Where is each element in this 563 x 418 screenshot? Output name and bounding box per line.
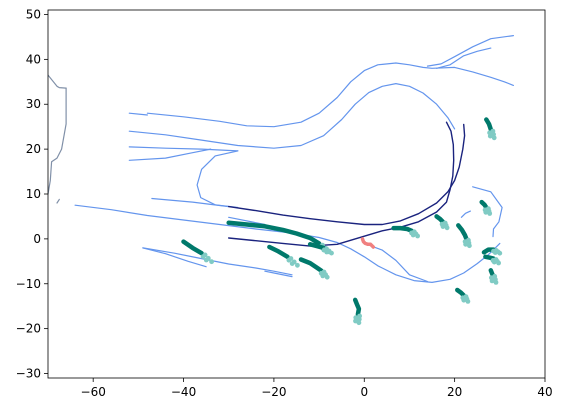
plot-area [48, 35, 514, 326]
agent-track-3-prediction-point [289, 261, 295, 266]
boundary-track-3 [56, 198, 60, 204]
route-track-2 [228, 121, 455, 247]
agent-track-15-prediction-point [465, 299, 471, 304]
lane-track-7 [426, 35, 514, 67]
agent-track-8-prediction-point [440, 224, 446, 230]
agent-track-11-prediction-point [491, 135, 497, 141]
y-tick-label: 50 [26, 7, 41, 21]
agent-track-4 [298, 257, 324, 273]
agent-track-5-prediction-point [324, 249, 330, 255]
y-tick-label: 20 [26, 142, 41, 156]
agent-track-15-prediction-point [461, 297, 467, 303]
lane-track-14 [363, 242, 429, 283]
agent-track-2-prediction-point [203, 257, 209, 263]
agent-track-11 [484, 117, 494, 132]
agent-track-10-prediction-point [483, 209, 489, 215]
x-tick-label: −40 [171, 385, 196, 399]
boundary-track-2 [48, 87, 67, 195]
agent-track-2-prediction-point [209, 259, 215, 265]
agent-track-4-prediction-point [320, 273, 326, 279]
agent-track-2 [181, 239, 204, 256]
agent-track-6 [352, 297, 362, 317]
agent-track-14-prediction-point [493, 280, 499, 285]
lane-track-5 [128, 148, 212, 161]
agent-track-14-prediction-point [489, 278, 495, 284]
lane-track-1 [146, 62, 514, 128]
y-tick-label: −10 [16, 277, 41, 291]
x-tick-label: −20 [261, 385, 286, 399]
agent-track-12-prediction-point [497, 250, 503, 256]
lane-track-10 [142, 247, 293, 276]
agent-track-14 [488, 268, 495, 278]
x-axis: −60 −40 −20 0 20 40 [81, 378, 553, 399]
agent-track-9-prediction-point [467, 243, 472, 249]
agent-track-10-prediction-point [487, 211, 493, 216]
boundary-track-1 [48, 74, 67, 89]
agent-track-6-prediction-point [356, 320, 362, 326]
y-tick-label: −30 [16, 367, 41, 381]
y-tick-label: 0 [33, 232, 41, 246]
x-tick-label: 40 [537, 385, 552, 399]
lane-track-16 [460, 210, 471, 218]
y-axis: −30 −20 −10 0 10 20 30 40 50 [16, 7, 48, 381]
agent-track-8 [434, 214, 446, 225]
agent-track-9-prediction-point [463, 241, 468, 247]
lane-track-15 [472, 186, 503, 238]
agent-track-13-prediction-point [496, 260, 501, 266]
agent-track-1 [226, 220, 322, 246]
lane-track-8 [436, 47, 492, 69]
agent-track-3-prediction-point [295, 262, 300, 268]
agent-track-5-prediction-point [329, 250, 334, 256]
agent-track-15 [455, 287, 466, 298]
lane-track-6 [196, 150, 239, 209]
lane-track-13 [151, 197, 230, 208]
agent-track-7-prediction-point [410, 232, 416, 238]
lane-track-9 [74, 204, 501, 283]
agent-track-11-prediction-point [487, 133, 493, 139]
y-tick-label: 10 [26, 187, 41, 201]
lane-track-4 [128, 146, 239, 152]
x-tick-label: 20 [447, 385, 462, 399]
agent-track-2-prediction-point [200, 254, 206, 259]
agent-track-13-prediction-point [491, 259, 497, 265]
route-track-1 [228, 123, 466, 226]
agent-track-7 [391, 225, 414, 234]
agent-track-3-prediction-point [286, 257, 292, 263]
lane-track-3 [128, 83, 456, 149]
agent-track-5 [307, 242, 326, 251]
lane-track-12 [264, 270, 293, 278]
y-tick-label: −20 [16, 322, 41, 336]
agent-track-8-prediction-point [444, 225, 450, 231]
agent-track-9 [456, 223, 469, 242]
agent-track-7-prediction-point [415, 233, 420, 239]
agent-track-3 [267, 244, 290, 260]
agent-track-10 [479, 199, 489, 210]
plot-frame [47, 9, 546, 379]
lane-track-2 [128, 112, 148, 116]
x-tick-label: −60 [81, 385, 106, 399]
agent-track-12-prediction-point [492, 250, 498, 255]
lane-track-11 [142, 247, 207, 268]
y-tick-label: 40 [26, 52, 41, 66]
x-tick-label: 0 [360, 385, 368, 399]
agent-track-4-prediction-point [324, 274, 330, 280]
y-tick-label: 30 [26, 97, 41, 111]
ego-track-1 [360, 237, 376, 249]
